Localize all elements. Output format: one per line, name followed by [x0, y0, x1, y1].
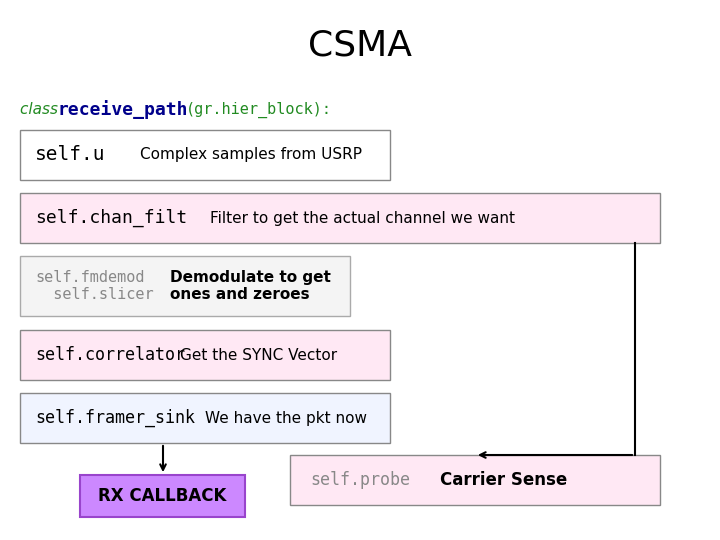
Text: (gr.hier_block):: (gr.hier_block): — [186, 102, 332, 118]
Text: self.chan_filt: self.chan_filt — [35, 209, 187, 227]
Bar — [20, 130, 390, 180]
Bar — [20, 330, 390, 380]
Text: Demodulate to get
ones and zeroes: Demodulate to get ones and zeroes — [170, 270, 331, 302]
Text: Filter to get the actual channel we want: Filter to get the actual channel we want — [210, 211, 515, 226]
Text: Carrier Sense: Carrier Sense — [440, 471, 567, 489]
Text: class: class — [20, 103, 63, 118]
Text: self.correlator: self.correlator — [35, 346, 185, 364]
Bar — [20, 193, 660, 243]
Text: We have the pkt now: We have the pkt now — [205, 410, 367, 426]
Text: Get the SYNC Vector: Get the SYNC Vector — [180, 348, 337, 362]
Text: self.fmdemod
  self.slicer: self.fmdemod self.slicer — [35, 270, 153, 302]
Bar — [20, 393, 390, 443]
Text: self.u: self.u — [35, 145, 106, 165]
Text: self.framer_sink: self.framer_sink — [35, 409, 195, 427]
Bar — [80, 475, 245, 517]
Text: RX CALLBACK: RX CALLBACK — [99, 487, 227, 505]
Text: self.probe: self.probe — [310, 471, 410, 489]
Text: receive_path: receive_path — [58, 100, 189, 119]
Bar — [290, 455, 660, 505]
Bar — [20, 256, 350, 316]
Text: CSMA: CSMA — [308, 28, 412, 62]
Text: Complex samples from USRP: Complex samples from USRP — [140, 147, 362, 163]
